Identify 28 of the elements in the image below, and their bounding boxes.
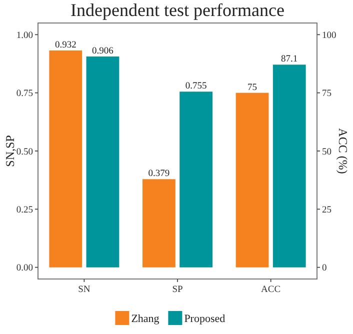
- y-tick-label: 0.00: [16, 264, 34, 274]
- data-label: 0.932: [54, 40, 77, 50]
- y-tick-label: 1.00: [16, 30, 34, 41]
- data-label: 75: [248, 82, 258, 93]
- x-tick-label: SN: [78, 285, 90, 295]
- bar: [180, 92, 212, 268]
- y2-axis-title: ACC (%): [336, 128, 350, 174]
- data-label: 0.379: [148, 169, 170, 180]
- y2-tick-label: 100: [322, 30, 336, 41]
- bar: [86, 56, 120, 268]
- bar: [142, 179, 176, 268]
- data-label: 0.755: [185, 82, 207, 92]
- y2-tick-label: 0: [322, 264, 327, 274]
- y2-tick-label: 75: [322, 89, 332, 100]
- x-tick-label: SP: [172, 285, 183, 295]
- legend-label: Zhang: [131, 312, 160, 325]
- y-tick-label: 0.50: [16, 147, 34, 158]
- y-tick-label: 0.75: [16, 89, 34, 100]
- y2-tick-label: 50: [322, 147, 332, 158]
- chart-title: Independent test performance: [70, 0, 284, 20]
- y2-tick-label: 25: [322, 206, 332, 216]
- legend-label: Proposed: [184, 312, 226, 325]
- data-label: 87.1: [281, 54, 298, 65]
- y-tick-label: 0.25: [16, 206, 34, 216]
- y-axis-title: SN,SP: [3, 134, 18, 167]
- bar: [49, 50, 82, 268]
- x-tick-label: ACC: [261, 285, 281, 295]
- data-label: 0.906: [92, 46, 114, 57]
